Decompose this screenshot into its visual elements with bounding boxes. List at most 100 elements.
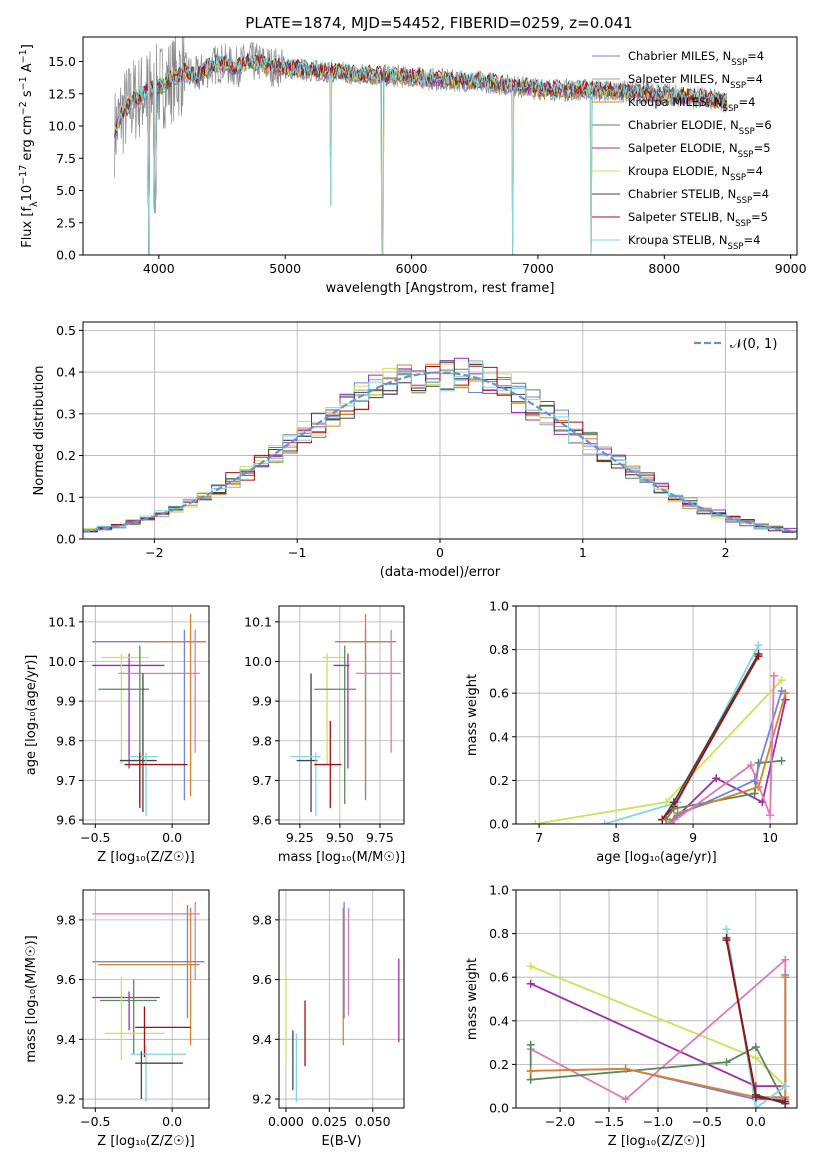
series-marker (712, 774, 721, 783)
axes-frame (515, 605, 798, 825)
y-axis-label-part: Flux [f (20, 207, 35, 248)
x-axis-label: E(B-V) (321, 1134, 361, 1149)
y-axis-label-part: −1 (18, 76, 29, 90)
x-axis-label: Z [log₁₀(Z/Z☉)] (97, 1134, 194, 1149)
legend-label-part: =4 (738, 95, 755, 109)
y-tick-label: 9.9 (252, 694, 272, 709)
legend-label-part: =4 (743, 233, 760, 247)
y-tick-label: 0.0 (489, 1101, 509, 1116)
series-line (669, 675, 775, 824)
spectrum-model-line (114, 52, 727, 255)
figure-title: PLATE=1874, MJD=54452, FIBERID=0259, z=0… (245, 14, 632, 32)
x-tick-label: 4000 (143, 261, 175, 276)
legend-label: Salpeter STELIB, NSSP=5 (628, 210, 768, 229)
chart-mass_vs_ebv: 0.000 0.025 0.050 9.2 9.4 9.6 9.8 E(B-V) (252, 889, 405, 1149)
legend-label: Salpeter ELODIE, NSSP=5 (628, 141, 771, 160)
legend-label-part: Chabrier STELIB, N (628, 187, 736, 201)
series-line (669, 690, 783, 824)
legend-label-part: Salpeter MILES, N (628, 72, 730, 86)
x-tick-label: −2 (145, 545, 163, 560)
chart-massweight_vs_age: 7 8 9 10 0.0 0.2 0.4 0.6 0.8 1.0 age [log₁₀(age/yr… (465, 599, 798, 865)
series-marker (526, 979, 535, 988)
plot-area (83, 357, 797, 536)
x-tick-label: −0.5 (80, 830, 110, 845)
legend-label-sub: SSP (736, 196, 752, 206)
plot-area (92, 901, 205, 1103)
plot-area (285, 901, 400, 1103)
legend-label-sub: SSP (723, 104, 739, 114)
series-marker (751, 1042, 760, 1051)
x-tick-label: 0.0 (162, 830, 182, 845)
legend-label-part: =5 (754, 141, 771, 155)
x-axis-label: age [log₁₀(age/yr)] (596, 850, 717, 865)
y-tick-label: 0.3 (56, 406, 76, 421)
x-tick-label: −0.5 (80, 1114, 110, 1129)
x-axis-label: mass [log₁₀(M/M☉)] (278, 850, 405, 865)
x-tick-label: 0.000 (268, 1114, 304, 1129)
y-tick-label: 1.0 (489, 599, 509, 614)
series-marker (777, 687, 786, 696)
y-tick-label: 0.8 (489, 926, 509, 941)
y-axis-label-part: 10 (20, 185, 35, 202)
y-tick-label: 0.4 (489, 729, 509, 744)
x-tick-label: −2.0 (545, 1114, 575, 1129)
series-marker (526, 962, 535, 971)
y-axis-label-part: −17 (18, 165, 29, 185)
normal-curve (83, 371, 797, 533)
y-tick-label: 7.5 (56, 151, 76, 166)
y-tick-label: 0.2 (56, 448, 76, 463)
y-tick-label: 9.6 (252, 813, 272, 828)
legend-label-part: =6 (755, 118, 772, 132)
y-tick-label: 9.2 (56, 1092, 76, 1107)
series-marker (722, 925, 731, 934)
series-marker (665, 820, 674, 824)
chart-residuals: −2 −1 0 1 2 0.0 0.1 0.2 0.3 0.4 0.5 (data-model)/er… (32, 321, 798, 580)
legend-label-part: =4 (746, 164, 763, 178)
legend-label: 𝒩(0, 1) (730, 337, 777, 352)
x-tick-label: 9.50 (326, 830, 354, 845)
series-marker (754, 641, 763, 650)
plot-area (114, 37, 728, 255)
y-tick-label: 0.5 (56, 323, 76, 338)
y-axis-label-part: erg cm (20, 115, 35, 164)
y-tick-label: 9.7 (56, 773, 76, 788)
y-axis-label: age [log₁₀(age/yr)] (24, 655, 39, 776)
y-axis-label-part: A (20, 63, 35, 76)
chart-age_vs_Z: −0.5 0.0 9.6 9.7 9.8 9.9 10.0 10.1 Z [log₁₀(Z/Z☉… (24, 605, 210, 865)
axes-frame (82, 889, 210, 1109)
x-tick-label: −1.5 (594, 1114, 624, 1129)
axes-frame (82, 605, 210, 825)
y-tick-label: 1.0 (489, 883, 509, 898)
x-tick-label: 0.0 (746, 1114, 766, 1129)
x-tick-label: 2 (722, 545, 730, 560)
chart-massweight_vs_Z: −2.0 −1.5 −1.0 −0.5 0.0 0.0 0.2 0.4 0.6 0.8 1.0 Z [… (465, 883, 798, 1149)
chart-spectrum: 4000 5000 6000 7000 8000 9000 0.0 2.5 5.0 7.5 10.0… (18, 36, 807, 296)
plot-area (531, 641, 790, 824)
x-tick-label: 7000 (522, 261, 554, 276)
y-tick-label: 9.8 (56, 733, 76, 748)
y-tick-label: 9.9 (56, 694, 76, 709)
series-marker (781, 955, 790, 964)
y-tick-label: 0.0 (56, 532, 76, 547)
series-marker (751, 1053, 760, 1062)
legend-label-part: Kroupa MILES, N (628, 95, 723, 109)
x-tick-label: 0.025 (311, 1114, 347, 1129)
y-tick-label: 0.0 (489, 817, 509, 832)
plot-area (92, 613, 206, 817)
legend-label-sub: SSP (730, 173, 746, 183)
series-marker (751, 1093, 760, 1102)
y-tick-label: 9.7 (252, 773, 272, 788)
x-tick-label: 9.75 (366, 830, 394, 845)
y-tick-label: 10.1 (48, 614, 76, 629)
y-axis-label-part: −2 (18, 101, 29, 115)
legend-label-sub: SSP (739, 127, 755, 137)
y-tick-label: 10.1 (244, 614, 272, 629)
axes-frame (278, 605, 405, 825)
y-tick-label: 9.8 (56, 912, 76, 927)
y-tick-label: 9.4 (56, 1032, 76, 1047)
x-tick-label: 8 (612, 830, 620, 845)
x-tick-label: 0.050 (355, 1114, 391, 1129)
series-marker (526, 1075, 535, 1084)
x-axis-label: Z [log₁₀(Z/Z☉)] (97, 850, 194, 865)
y-tick-label: 0.2 (489, 1057, 509, 1072)
